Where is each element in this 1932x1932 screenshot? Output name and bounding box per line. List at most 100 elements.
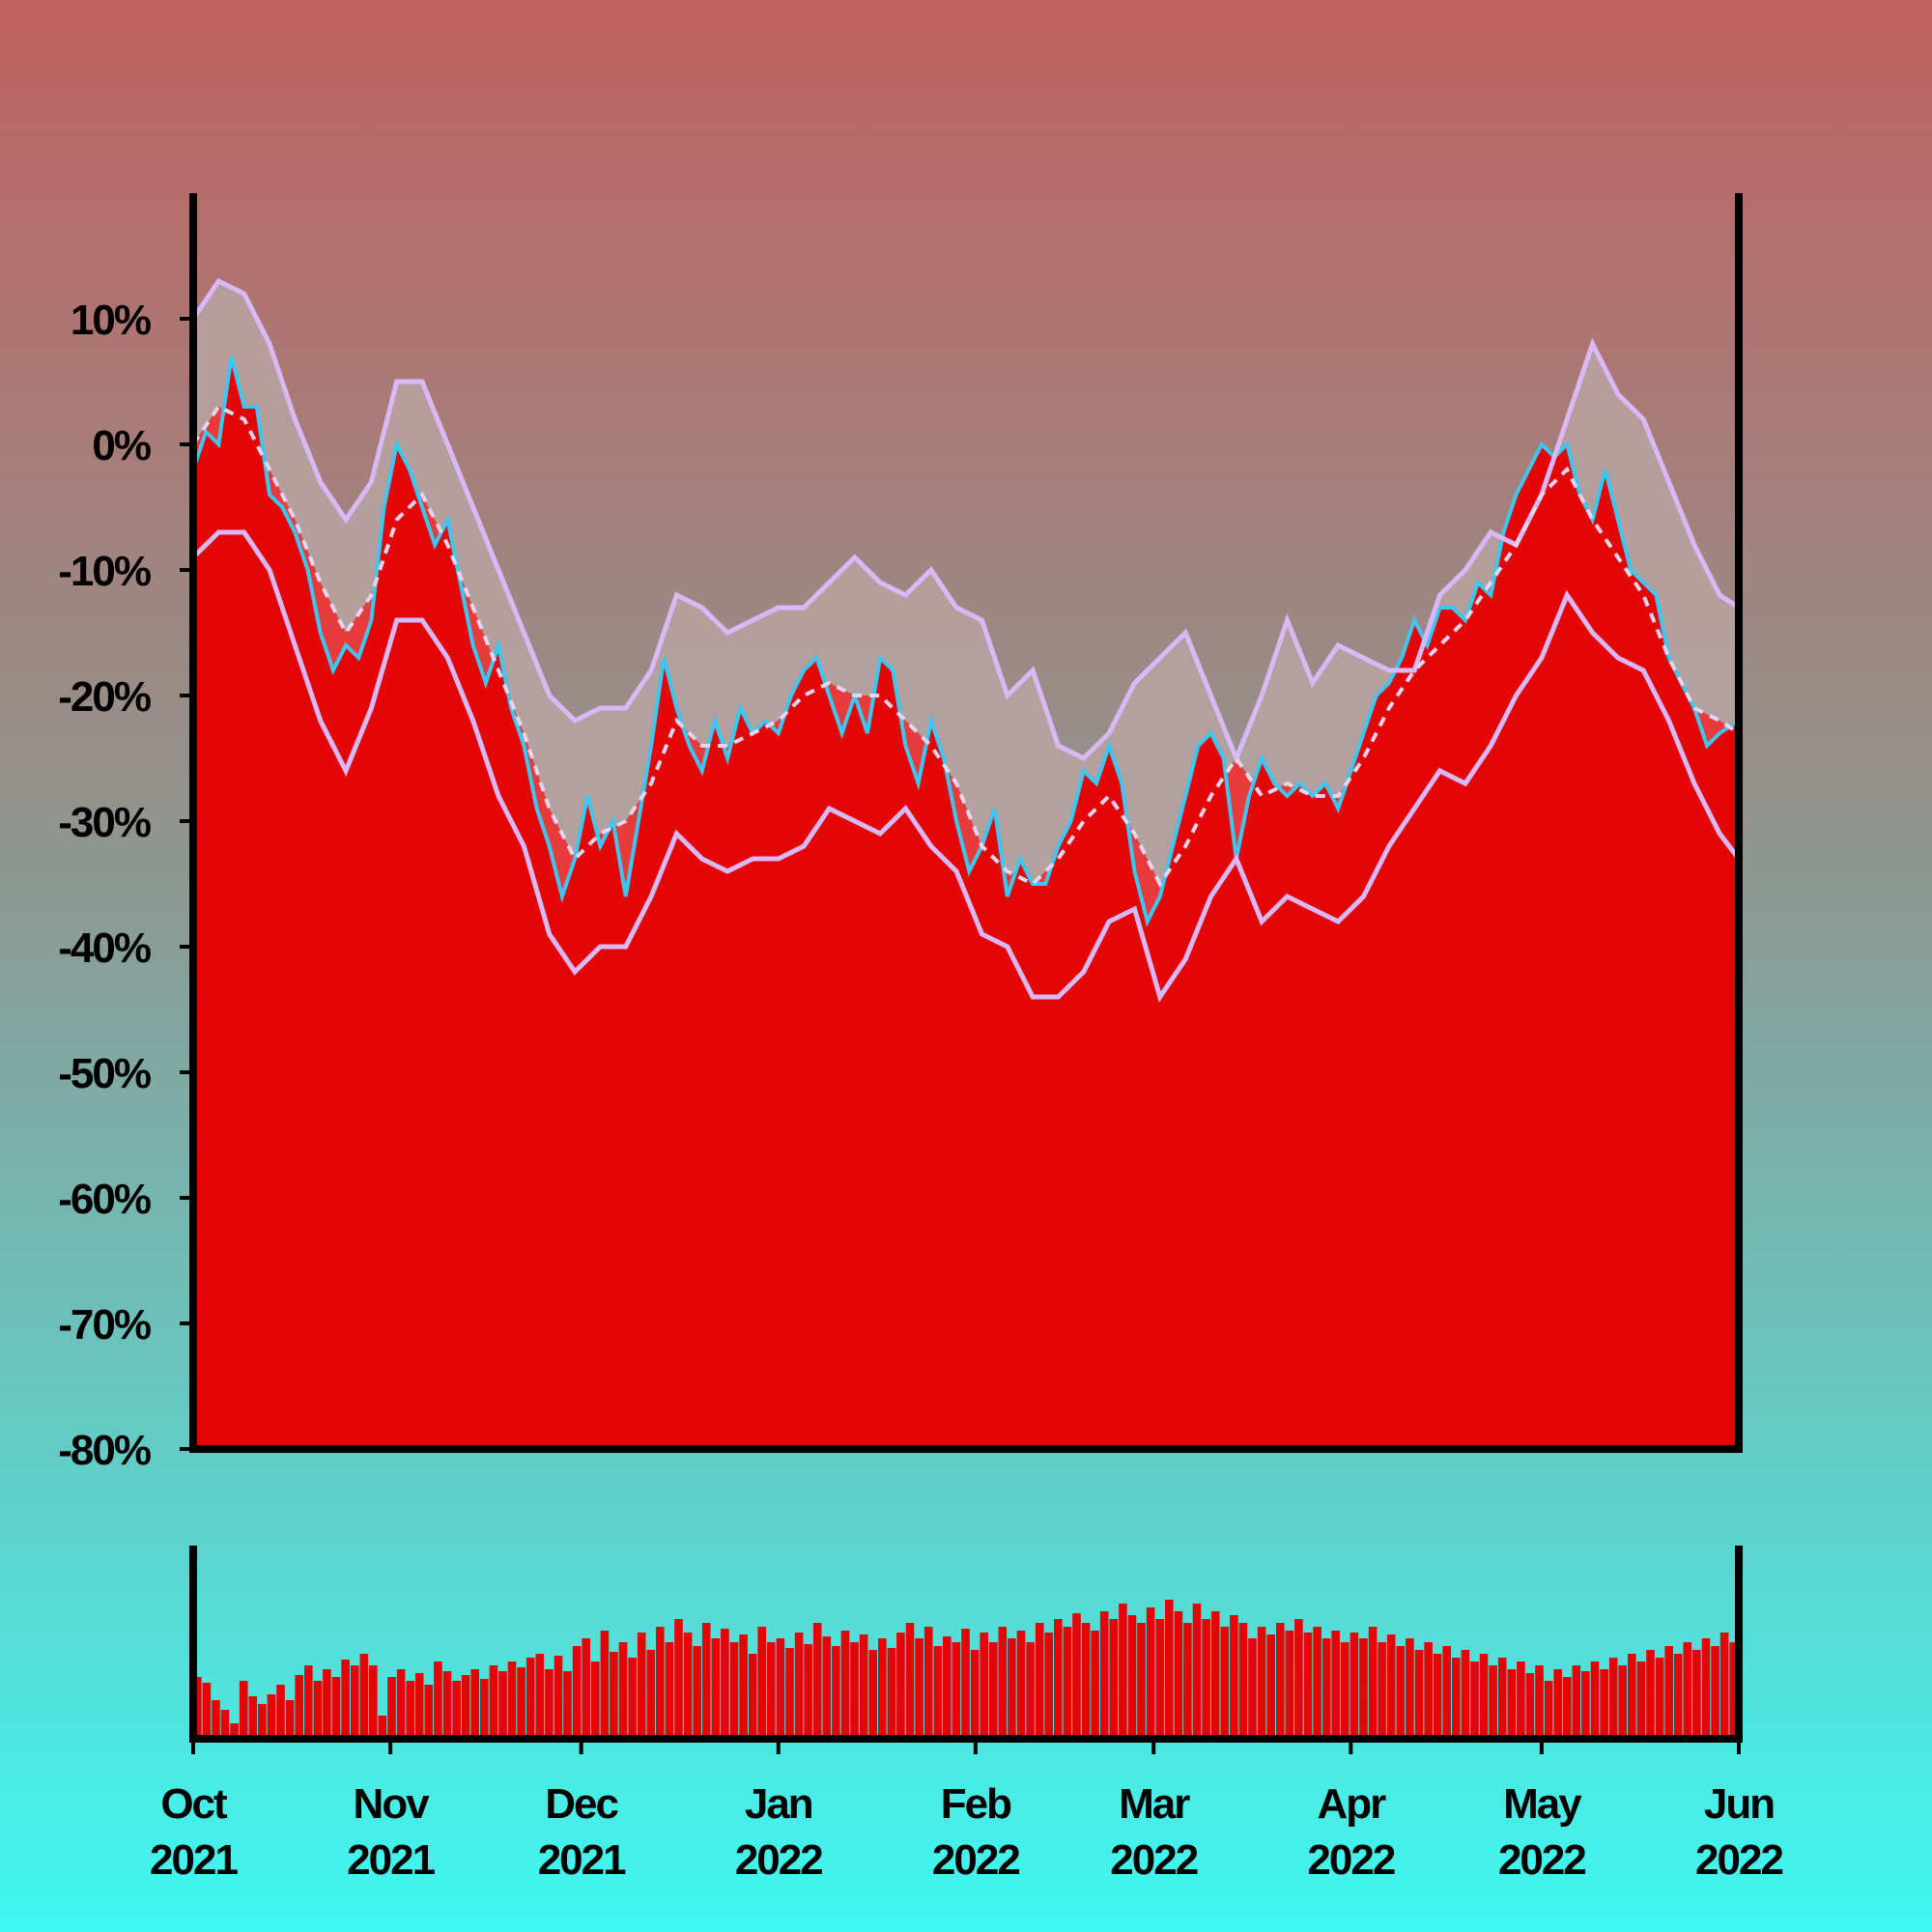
volume-bar [665, 1642, 674, 1739]
y-tick-label: -80% [58, 1427, 151, 1474]
volume-bar [1729, 1642, 1738, 1739]
volume-bar [1210, 1611, 1220, 1739]
band-upper-area [193, 281, 1739, 884]
x-tick-month: Feb [941, 1780, 1011, 1828]
volume-bar [452, 1681, 461, 1739]
volume-bar [1378, 1642, 1386, 1739]
volume-bar [369, 1665, 378, 1739]
volume-bar [721, 1629, 729, 1739]
volume-bar [1618, 1665, 1627, 1739]
volume-bar [434, 1662, 442, 1739]
volume-bar [1035, 1623, 1044, 1739]
volume-bar [1517, 1662, 1525, 1739]
volume-bar [1711, 1646, 1719, 1739]
volume-bar [220, 1710, 230, 1739]
volume-bar [1406, 1638, 1414, 1739]
volume-bar [729, 1642, 739, 1739]
volume-bar [674, 1619, 683, 1739]
volume-bar [1600, 1669, 1608, 1739]
volume-bar [202, 1683, 212, 1739]
volume-bar [1230, 1615, 1238, 1739]
volume-bar [1470, 1662, 1479, 1739]
volume-bar [693, 1646, 701, 1739]
volume-bar [424, 1685, 434, 1739]
volume-bar [1303, 1633, 1313, 1739]
volume-bar [230, 1723, 239, 1739]
volume-bar [1174, 1611, 1183, 1739]
volume-bar [313, 1681, 323, 1739]
volume-bar [776, 1638, 785, 1739]
volume-bar [563, 1671, 572, 1739]
volume-bar [628, 1658, 637, 1739]
volume-bar [1359, 1638, 1368, 1739]
y-tick-label: -20% [58, 673, 151, 721]
volume-bar [1165, 1600, 1174, 1739]
volume-bar [1099, 1611, 1109, 1739]
volume-bar [711, 1638, 721, 1739]
volume-bar [1202, 1619, 1210, 1739]
volume-bar [1396, 1646, 1406, 1739]
volume-bar [1313, 1627, 1321, 1739]
volume-bar [378, 1716, 387, 1739]
y-tick-label: -60% [58, 1176, 151, 1223]
x-tick-year: 2021 [150, 1836, 238, 1884]
volume-panel [193, 1600, 1738, 1739]
volume-bar [1183, 1623, 1192, 1739]
volume-bar [961, 1629, 970, 1739]
volume-bar [295, 1675, 303, 1739]
volume-bar [1673, 1654, 1683, 1739]
volume-bar [341, 1660, 350, 1739]
volume-bar [748, 1654, 757, 1739]
volume-bar [896, 1633, 905, 1739]
volume-bar [952, 1642, 961, 1739]
volume-bar [656, 1627, 665, 1739]
volume-bar [387, 1677, 396, 1739]
volume-bar [905, 1623, 915, 1739]
volume-bar [582, 1638, 590, 1739]
volume-bar [1081, 1623, 1091, 1739]
y-tick-label: -50% [58, 1050, 151, 1097]
volume-bar [480, 1679, 489, 1739]
volume-bar [1636, 1662, 1646, 1739]
volume-bar [878, 1638, 887, 1739]
volume-bar [933, 1646, 943, 1739]
volume-bar [1285, 1631, 1294, 1739]
volume-bar [970, 1650, 980, 1739]
price-line [191, 355, 1741, 927]
x-tick-year: 2022 [1498, 1836, 1585, 1884]
volume-bar [239, 1681, 248, 1739]
volume-bar [701, 1623, 711, 1739]
volume-bar [1331, 1631, 1340, 1739]
volume-bar [1368, 1627, 1378, 1739]
upper-band-line [190, 277, 1741, 765]
x-tick-year: 2022 [1695, 1836, 1782, 1884]
volume-bar [1553, 1669, 1562, 1739]
volume-bar [637, 1633, 646, 1739]
volume-bar [591, 1662, 600, 1739]
volume-bar [1414, 1650, 1424, 1739]
lower-band-line [191, 529, 1741, 1003]
volume-bar [610, 1652, 618, 1739]
y-tick-label: -10% [58, 548, 151, 595]
volume-bar [1248, 1638, 1257, 1739]
x-tick-month: May [1503, 1780, 1582, 1828]
x-tick-year: 2021 [538, 1836, 626, 1884]
volume-bar [1321, 1638, 1331, 1739]
volume-bar [1054, 1619, 1063, 1739]
volume-bar [545, 1669, 554, 1739]
lower-band-fill [193, 532, 1739, 1449]
volume-bar [1535, 1665, 1544, 1739]
middle-band-line [191, 404, 1741, 888]
axes: 10% 0% -10% -20% -30% -40% -50% -60% -70% -80% Oct… [58, 193, 1784, 1884]
volume-bar [1386, 1634, 1396, 1739]
volume-bar [850, 1642, 859, 1739]
volume-bar [323, 1669, 331, 1739]
x-tick-year: 2022 [1307, 1836, 1394, 1884]
x-tick-month: Nov [354, 1780, 431, 1828]
volume-bar [350, 1665, 359, 1739]
volume-bar [1452, 1658, 1461, 1739]
y-tick-label: 0% [92, 422, 150, 469]
volume-bar [646, 1650, 656, 1739]
volume-bar [1220, 1627, 1230, 1739]
